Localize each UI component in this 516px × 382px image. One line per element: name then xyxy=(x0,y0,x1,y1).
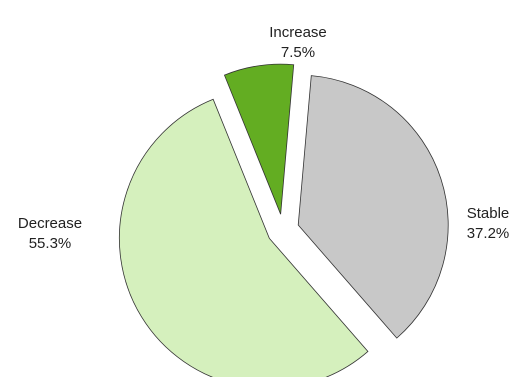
pie-slice-decrease xyxy=(118,98,369,382)
pie-labels: Increase 7.5% Stable 37.2% Decrease 55.3% xyxy=(18,24,509,252)
slice-value-increase: 7.5% xyxy=(281,44,315,61)
slice-label-decrease: Decrease xyxy=(18,215,82,232)
slice-value-decrease: 55.3% xyxy=(29,235,72,252)
slice-label-stable: Stable xyxy=(467,205,510,222)
pie-slice-stable xyxy=(297,75,449,339)
pie-slice-increase xyxy=(223,63,295,215)
slice-value-stable: 37.2% xyxy=(467,225,510,242)
pie-slices xyxy=(118,63,449,382)
slice-label-increase: Increase xyxy=(269,24,327,41)
